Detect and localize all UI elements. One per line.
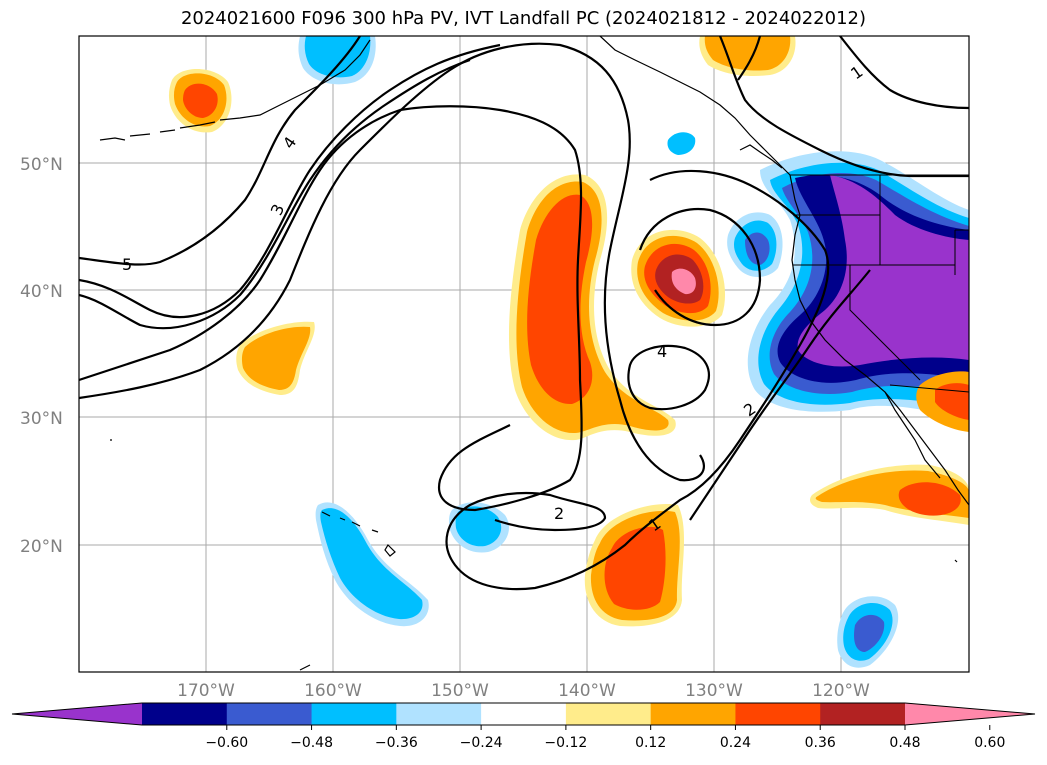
pv-contour-3 [79, 105, 583, 512]
pv-contour-4-closed [627, 344, 711, 411]
colorbar-segment [565, 703, 652, 725]
ivt-positive-region-offshore [631, 229, 726, 327]
map-frame [78, 35, 970, 673]
coastlines [99, 36, 969, 671]
lat-labels: 50°N 40°N 30°N 20°N [20, 155, 63, 557]
lon-label-120w: 120°W [812, 681, 870, 701]
ivt-negative-region-hawaii [315, 502, 509, 627]
colorbar-extend-low [12, 703, 142, 725]
pv-contour-1-alaska [737, 36, 762, 81]
pv-contour-2 [79, 42, 705, 482]
ivt-positive-region-aleutian [168, 68, 232, 133]
colorbar-segment [735, 703, 821, 725]
colorbar-outline [11, 702, 1036, 726]
colorbar-extend-high [905, 703, 1035, 725]
colorbar-segment [481, 703, 567, 725]
colorbar-tick-label: 0.60 [974, 735, 1005, 751]
lat-label-30n: 30°N [20, 409, 63, 429]
ivt-negative-spot [667, 132, 696, 155]
chart-title: 2024021600 F096 300 hPa PV, IVT Landfall… [180, 8, 867, 29]
colorbar-segment [650, 703, 736, 725]
lon-label-130w: 130°W [685, 681, 743, 701]
pv-contour-1-south [689, 269, 871, 521]
pv-contour-5b [79, 43, 501, 319]
lon-labels: 170°W 160°W 150°W 140°W 130°W 120°W [177, 681, 870, 701]
ivt-positive-region-midpacific [236, 321, 315, 395]
colorbar-segment [311, 703, 397, 725]
lon-label-140w: 140°W [558, 681, 616, 701]
lon-label-170w: 170°W [177, 681, 235, 701]
pv-contour-2-loop [445, 169, 830, 591]
lon-label-160w: 160°W [304, 681, 362, 701]
pv-contour-4 [79, 58, 471, 330]
colorbar-tick-label: −0.36 [375, 735, 418, 751]
lat-label-40n: 40°N [20, 282, 63, 302]
colorbar-tick-label: −0.48 [290, 735, 333, 751]
contour-label-2a: 2 [554, 504, 564, 523]
ivt-positive-region-central [508, 174, 676, 441]
ivt-positive-region-mexico [810, 371, 969, 525]
colorbar-segment [820, 703, 906, 725]
pv-contours [79, 36, 969, 591]
colorbar-tick-label: 0.24 [720, 735, 751, 751]
colorbar: −0.60 −0.48 −0.36 −0.24 −0.12 0.12 0.24 0.36 0.4… [11, 702, 1036, 751]
colorbar-segment [142, 703, 228, 725]
pv-contour-inner [638, 207, 762, 327]
lon-label-150w: 150°W [431, 681, 489, 701]
colorbar-tick-label: 0.12 [635, 735, 666, 751]
pv-contour-5 [79, 36, 361, 266]
pv-contour-1-east [718, 36, 969, 178]
colorbar-tick-label: 0.36 [805, 735, 836, 751]
colorbar-tick-label: −0.12 [544, 735, 587, 751]
colorbar-segment [226, 703, 313, 725]
colorbar-tick-label: −0.24 [460, 735, 503, 751]
ivt-negative-region-southeast [837, 596, 899, 668]
contour-label-4b: 4 [657, 342, 667, 361]
lat-label-50n: 50°N [20, 155, 63, 175]
ivt-positive-region-south [584, 504, 685, 627]
colorbar-tick-label: 0.48 [889, 735, 920, 751]
pv-contour-1-north [839, 36, 969, 110]
colorbar-tick-label: −0.60 [205, 735, 248, 751]
contour-label-5: 5 [122, 255, 132, 274]
colorbar-segment [396, 703, 482, 725]
lat-label-20n: 20°N [20, 537, 63, 557]
